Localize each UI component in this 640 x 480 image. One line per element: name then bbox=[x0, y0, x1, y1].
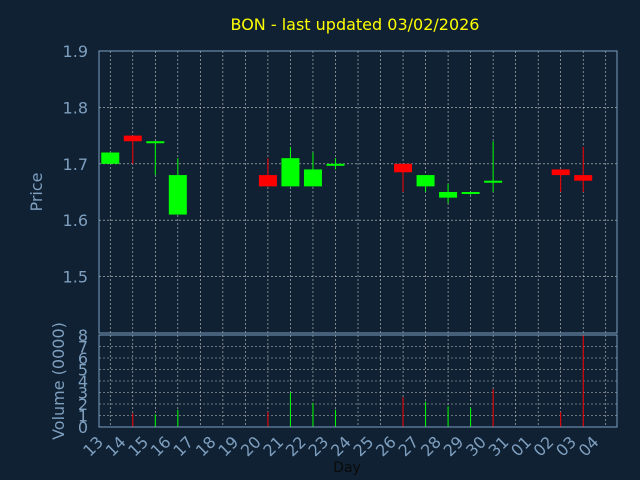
volume-tick-label: 1 bbox=[78, 407, 88, 426]
volume-axis-label: Volume (0000) bbox=[49, 322, 68, 440]
day-tick-label: 04 bbox=[575, 432, 603, 460]
candle-body bbox=[574, 175, 593, 181]
candle-body bbox=[281, 158, 300, 187]
candle-body bbox=[101, 152, 120, 164]
candle-body bbox=[551, 169, 570, 176]
candle-body bbox=[123, 135, 142, 142]
volume-plot-frame bbox=[98, 334, 618, 428]
price-tick-label: 1.6 bbox=[63, 211, 88, 230]
candle-body bbox=[439, 192, 458, 198]
candlesticks bbox=[101, 135, 593, 215]
price-tick-label: 1.5 bbox=[63, 268, 88, 287]
chart-title: BON - last updated 03/02/2026 bbox=[231, 15, 480, 34]
candle-body bbox=[258, 175, 277, 187]
candle-body bbox=[146, 141, 165, 144]
candle-body bbox=[303, 169, 322, 187]
candle-body bbox=[484, 180, 503, 183]
candle-body bbox=[416, 175, 435, 187]
volume-tick-label: 2 bbox=[78, 395, 88, 414]
x-axis-label: Day bbox=[333, 460, 361, 476]
volume-bars bbox=[132, 335, 584, 427]
volume-tick-label: 4 bbox=[78, 372, 88, 391]
volume-grid bbox=[99, 335, 617, 427]
volume-tick-label: 7 bbox=[78, 338, 88, 357]
day-tick-labels: 1314151617181920212223242526272829303101… bbox=[79, 432, 602, 460]
price-plot-frame bbox=[98, 50, 618, 334]
price-axis-label: Price bbox=[27, 172, 46, 211]
candle-body bbox=[461, 192, 480, 194]
candle-body bbox=[394, 163, 413, 173]
volume-tick-label: 3 bbox=[78, 384, 88, 403]
candle-body bbox=[168, 175, 187, 215]
price-tick-label: 1.7 bbox=[63, 155, 88, 174]
price-tick-label: 1.8 bbox=[63, 98, 88, 117]
volume-tick-label: 5 bbox=[78, 361, 88, 380]
price-tick-labels: 1.5 1.6 1.7 1.8 1.9 bbox=[63, 42, 88, 287]
price-tick-label: 1.9 bbox=[63, 42, 88, 61]
volume-tick-label: 0 bbox=[78, 418, 88, 437]
volume-tick-label: 6 bbox=[78, 349, 88, 368]
volume-tick-label: 8 bbox=[78, 326, 88, 345]
candle-body bbox=[326, 163, 345, 166]
